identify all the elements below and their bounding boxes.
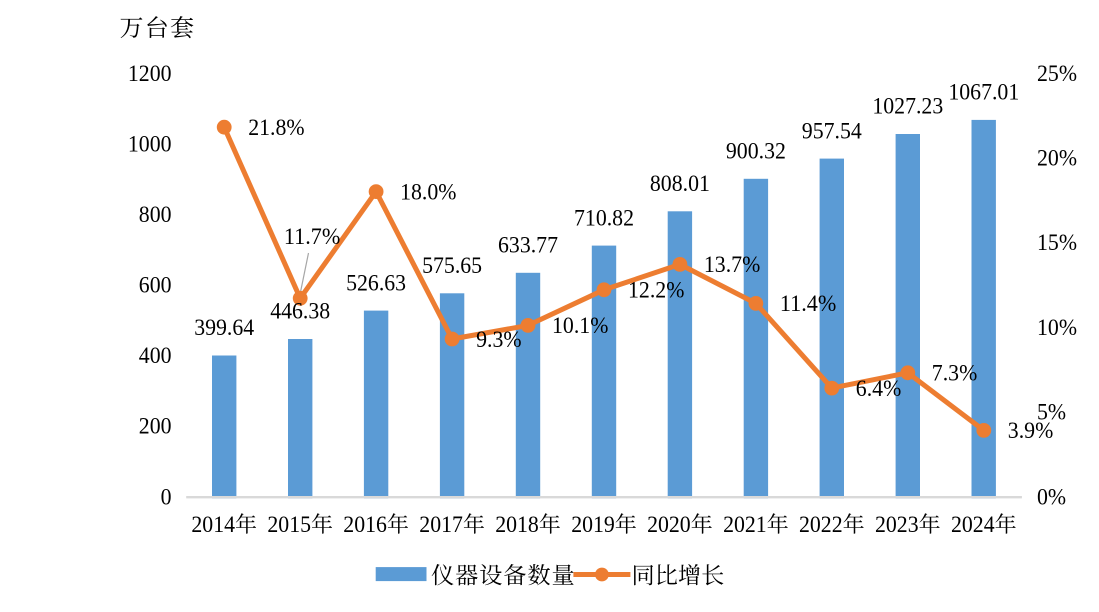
svg-text:2016: 2016 bbox=[343, 512, 387, 538]
svg-text:808.01: 808.01 bbox=[650, 171, 710, 197]
svg-text:12.2%: 12.2% bbox=[628, 278, 684, 304]
svg-text:0: 0 bbox=[161, 484, 172, 510]
svg-text:6.4%: 6.4% bbox=[856, 376, 902, 402]
svg-text:2014: 2014 bbox=[191, 512, 235, 538]
svg-text:15%: 15% bbox=[1037, 230, 1077, 256]
svg-text:21.8%: 21.8% bbox=[248, 115, 304, 141]
svg-text:900.32: 900.32 bbox=[726, 139, 786, 165]
svg-text:10%: 10% bbox=[1037, 315, 1077, 341]
svg-text:399.64: 399.64 bbox=[194, 315, 254, 341]
svg-text:18.0%: 18.0% bbox=[400, 179, 456, 205]
svg-text:3.9%: 3.9% bbox=[1008, 418, 1054, 444]
svg-text:1000: 1000 bbox=[128, 131, 172, 157]
svg-text:2015: 2015 bbox=[267, 512, 311, 538]
svg-text:200: 200 bbox=[139, 414, 172, 440]
svg-text:710.82: 710.82 bbox=[574, 205, 634, 231]
svg-text:2020: 2020 bbox=[647, 512, 691, 538]
svg-text:2018: 2018 bbox=[495, 512, 539, 538]
svg-text:526.63: 526.63 bbox=[346, 270, 406, 296]
svg-text:20%: 20% bbox=[1037, 146, 1077, 172]
svg-text:10.1%: 10.1% bbox=[552, 313, 608, 339]
svg-text:1200: 1200 bbox=[128, 61, 172, 87]
svg-text:800: 800 bbox=[139, 202, 172, 228]
svg-text:600: 600 bbox=[139, 273, 172, 299]
svg-text:9.3%: 9.3% bbox=[476, 327, 521, 353]
svg-text:957.54: 957.54 bbox=[802, 118, 862, 144]
svg-text:11.7%: 11.7% bbox=[284, 224, 340, 250]
svg-text:1067.01: 1067.01 bbox=[948, 80, 1019, 106]
svg-text:25%: 25% bbox=[1037, 61, 1077, 87]
svg-text:11.4%: 11.4% bbox=[780, 291, 836, 317]
svg-text:2017: 2017 bbox=[419, 512, 463, 538]
svg-text:1027.23: 1027.23 bbox=[872, 94, 943, 120]
svg-text:633.77: 633.77 bbox=[498, 233, 558, 259]
svg-text:2019: 2019 bbox=[571, 512, 615, 538]
svg-text:400: 400 bbox=[139, 343, 172, 369]
svg-text:0%: 0% bbox=[1037, 484, 1066, 510]
svg-text:7.3%: 7.3% bbox=[932, 361, 978, 387]
svg-text:446.38: 446.38 bbox=[270, 299, 330, 325]
svg-text:2021: 2021 bbox=[723, 512, 767, 538]
svg-text:5%: 5% bbox=[1037, 400, 1066, 426]
svg-text:2024: 2024 bbox=[951, 512, 995, 538]
svg-text:575.65: 575.65 bbox=[422, 253, 482, 279]
svg-text:2023: 2023 bbox=[875, 512, 919, 538]
svg-text:2022: 2022 bbox=[799, 512, 843, 538]
svg-text:13.7%: 13.7% bbox=[704, 252, 760, 278]
